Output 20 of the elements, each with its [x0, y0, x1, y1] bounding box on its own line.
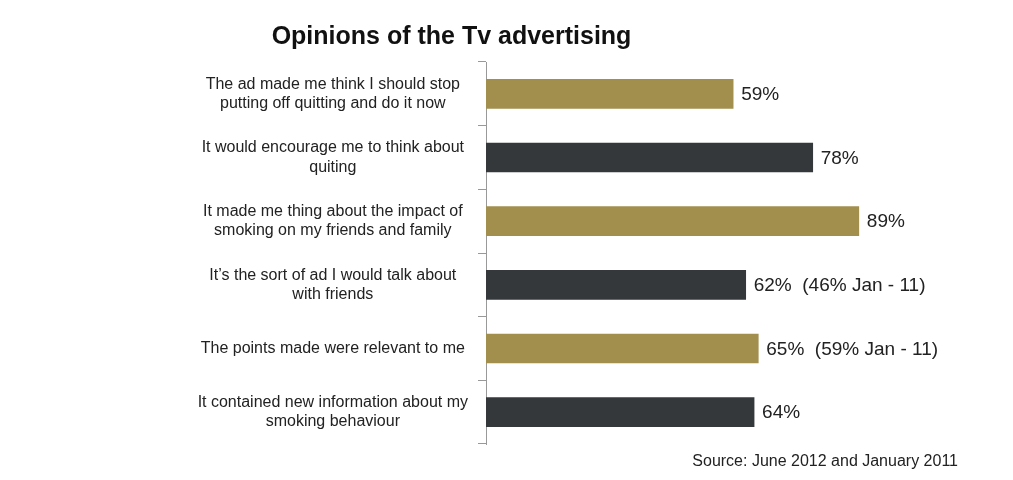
y-tick-label: The ad made me think I should stop putting off quitting and do it now	[205, 74, 461, 111]
bar	[486, 142, 814, 173]
bar	[486, 206, 860, 236]
bar	[486, 79, 734, 109]
y-tick-label: It made me thing about the impact of smoking on my friends and family	[202, 201, 464, 239]
y-tick-label: It would encourage me to think about quiting	[201, 138, 465, 175]
data-label: 62% (46% Jan - 11)	[753, 274, 926, 296]
data-label: 89%	[866, 210, 905, 232]
y-tick-label: It contained new information about my smoking behaviour	[197, 392, 468, 430]
source-note: Source: June 2012 and January 2011	[692, 452, 959, 469]
bar	[486, 397, 755, 427]
data-label: 64%	[762, 401, 801, 423]
data-label: 65% (59% Jan - 11)	[766, 337, 939, 359]
bar	[486, 270, 747, 300]
chart-title: Opinions of the Tv advertising	[271, 20, 632, 49]
bar	[486, 333, 759, 364]
y-tick-label: It’s the sort of ad I would talk about with friends	[209, 265, 457, 302]
data-label: 78%	[820, 146, 859, 168]
data-label: 59%	[741, 83, 780, 105]
y-tick-label: The points made were relevant to me	[200, 338, 465, 356]
